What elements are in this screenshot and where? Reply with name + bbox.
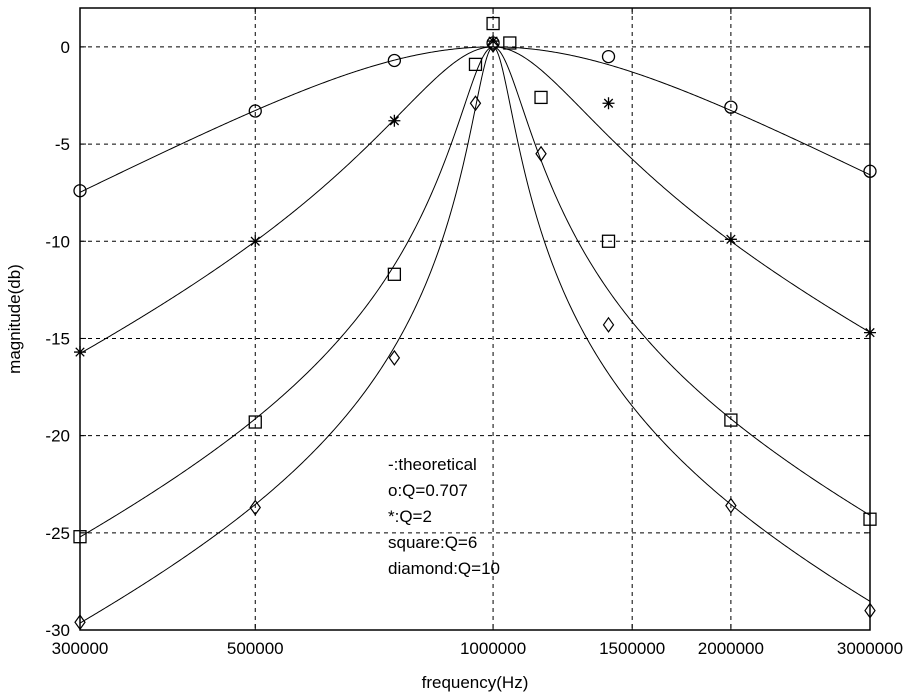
- circle-marker: [387, 53, 402, 68]
- x-tick-label: 1000000: [460, 639, 526, 658]
- diamond-marker: [249, 499, 261, 516]
- x-tick-label: 2000000: [698, 639, 764, 658]
- star-marker: [487, 35, 500, 48]
- annotation-box: -:theoretical o:Q=0.707 *:Q=2 square:Q=6…: [388, 455, 500, 578]
- square-marker: [248, 415, 262, 429]
- theoretical-curve: [79, 46, 871, 538]
- square-marker: [724, 413, 738, 427]
- y-tick-label: 0: [61, 38, 70, 57]
- diamond-marker: [388, 349, 401, 366]
- tick-layer: 300000 500000 1000000 1500000 2000000 3000000…: [45, 8, 903, 658]
- x-axis-label: frequency(Hz): [422, 673, 529, 692]
- star-marker: [249, 235, 262, 248]
- y-tick-label: -15: [45, 329, 70, 348]
- y-tick-label: -20: [45, 427, 70, 446]
- x-tick-label: 500000: [227, 639, 284, 658]
- annotation-q0707: o:Q=0.707: [388, 481, 468, 500]
- diamond-marker: [725, 497, 737, 514]
- star-marker: [388, 114, 401, 127]
- circle-marker: [724, 100, 738, 114]
- x-tick-label: 3000000: [837, 639, 903, 658]
- diamond-marker: [535, 145, 547, 162]
- grid-layer: [80, 8, 870, 630]
- annotation-q6: square:Q=6: [388, 533, 477, 552]
- x-tick-label: 1500000: [599, 639, 665, 658]
- circle-marker: [601, 49, 616, 64]
- x-tick-label: 300000: [52, 639, 109, 658]
- y-tick-label: -5: [55, 135, 70, 154]
- star-marker: [602, 97, 615, 110]
- y-axis-label: magnitude(db): [5, 264, 24, 374]
- theoretical-curve: [79, 46, 871, 354]
- star-marker: [724, 233, 737, 246]
- annotation-q2: *:Q=2: [388, 507, 432, 526]
- square-marker: [534, 90, 548, 105]
- square-marker: [486, 16, 500, 31]
- square-marker: [468, 57, 483, 72]
- y-tick-label: -25: [45, 524, 70, 543]
- square-marker: [387, 267, 402, 281]
- circle-marker: [248, 104, 262, 118]
- diamond-marker: [469, 95, 482, 112]
- plot-frame: [79, 7, 871, 631]
- theoretical-curve: [79, 46, 871, 193]
- annotation-theoretical: -:theoretical: [388, 455, 477, 474]
- y-tick-label: -30: [45, 621, 70, 640]
- diamond-marker: [602, 316, 615, 333]
- square-marker: [503, 36, 517, 50]
- annotation-q10: diamond:Q=10: [388, 559, 500, 578]
- square-marker: [601, 234, 616, 248]
- y-tick-label: -10: [45, 232, 70, 251]
- diamond-marker: [487, 36, 499, 53]
